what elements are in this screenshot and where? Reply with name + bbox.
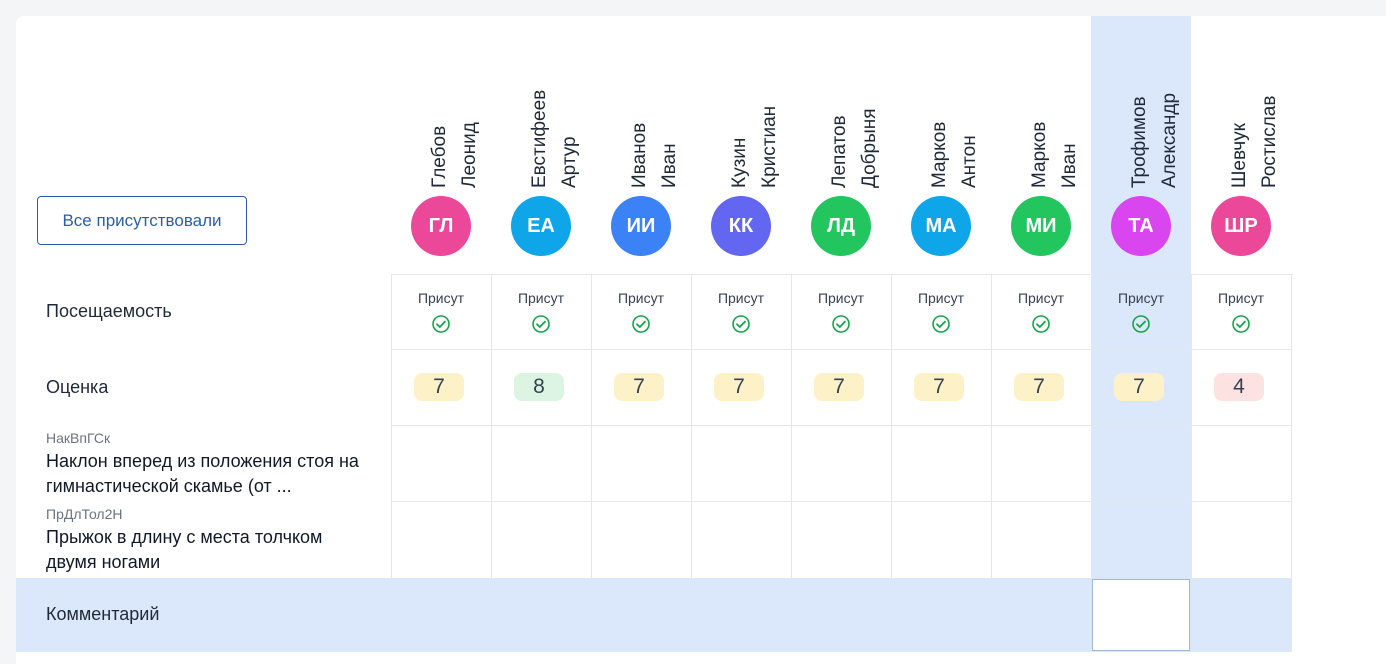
avatar[interactable]: МИ: [1011, 196, 1071, 256]
avatar[interactable]: ИИ: [611, 196, 671, 256]
attendance-status: Присут: [1117, 290, 1165, 306]
check-circle-icon: [1032, 315, 1050, 333]
student-name: Марков Иван: [991, 78, 1091, 188]
attendance-status: Присут: [917, 290, 965, 306]
student-last-name: Кузин: [729, 137, 750, 188]
comment-row: [16, 578, 1292, 652]
attendance-cell[interactable]: Присут: [891, 290, 991, 334]
avatar[interactable]: МА: [911, 196, 971, 256]
check-circle-icon: [932, 315, 950, 333]
grid-divider: [891, 274, 892, 578]
all-present-button[interactable]: Все присутствовали: [37, 196, 247, 245]
student-first-name: Иван: [1059, 143, 1080, 188]
student-name: Марков Антон: [891, 78, 991, 188]
student-name: Евстифеев Артур: [491, 78, 591, 188]
student-first-name: Кристиан: [759, 105, 780, 188]
check-circle-icon: [532, 315, 550, 333]
attendance-status: Присут: [517, 290, 565, 306]
attendance-status: Присут: [1017, 290, 1065, 306]
student-name: Трофимов Александр: [1091, 78, 1191, 188]
attendance-cell[interactable]: Присут: [591, 290, 691, 334]
grade-badge[interactable]: 4: [1214, 373, 1264, 401]
grid-divider: [991, 274, 992, 578]
check-circle-icon: [1132, 315, 1150, 333]
comment-row-label: Комментарий: [46, 604, 160, 624]
grid-divider: [391, 274, 1292, 275]
student-last-name: Трофимов: [1129, 96, 1150, 188]
attendance-cell[interactable]: Присут: [791, 290, 891, 334]
attendance-status: Присут: [717, 290, 765, 306]
grid-divider: [1091, 274, 1092, 578]
student-first-name: Артур: [559, 136, 580, 188]
grid-divider: [1191, 274, 1192, 578]
grid-divider: [391, 501, 1292, 502]
student-first-name: Иван: [659, 143, 680, 188]
avatar[interactable]: ШР: [1211, 196, 1271, 256]
grade-badge[interactable]: 7: [914, 373, 964, 401]
check-circle-icon: [632, 315, 650, 333]
grade-badge[interactable]: 7: [814, 373, 864, 401]
attendance-status: Присут: [617, 290, 665, 306]
student-first-name: Леонид: [459, 122, 480, 188]
grade-badge[interactable]: 7: [614, 373, 664, 401]
student-first-name: Антон: [959, 135, 980, 188]
student-first-name: Александр: [1159, 92, 1180, 188]
attendance-row-label: Посещаемость: [46, 301, 172, 321]
grade-badge[interactable]: 7: [714, 373, 764, 401]
grid-divider: [391, 274, 392, 578]
student-last-name: Глебов: [429, 125, 450, 188]
student-name: Кузин Кристиан: [691, 78, 791, 188]
avatar[interactable]: КК: [711, 196, 771, 256]
attendance-cell[interactable]: Присут: [991, 290, 1091, 334]
grade-badge[interactable]: 7: [414, 373, 464, 401]
grid-divider: [591, 274, 592, 578]
grid-divider: [491, 274, 492, 578]
student-last-name: Евстифеев: [529, 89, 550, 188]
student-last-name: Марков: [1029, 121, 1050, 188]
grid-divider: [391, 425, 1292, 426]
grid-divider: [391, 349, 1292, 350]
grade-badge[interactable]: 7: [1014, 373, 1064, 401]
student-last-name: Иванов: [629, 122, 650, 188]
student-name: Иванов Иван: [591, 78, 691, 188]
attendance-cell[interactable]: Присут: [391, 290, 491, 334]
student-name: Глебов Леонид: [391, 78, 491, 188]
avatar[interactable]: ЕА: [511, 196, 571, 256]
avatar[interactable]: ГЛ: [411, 196, 471, 256]
attendance-status: Присут: [1217, 290, 1265, 306]
grade-badge[interactable]: 7: [1114, 373, 1164, 401]
grade-badge[interactable]: 8: [514, 373, 564, 401]
grid-divider: [791, 274, 792, 578]
student-name: Лепатов Добрыня: [791, 78, 891, 188]
check-circle-icon: [732, 315, 750, 333]
task-title: Прыжок в длину с места толчком двумя ног…: [46, 527, 323, 572]
comment-input[interactable]: [1092, 579, 1190, 651]
student-last-name: Лепатов: [829, 115, 850, 188]
student-last-name: Марков: [929, 121, 950, 188]
attendance-cell[interactable]: Присут: [691, 290, 791, 334]
check-circle-icon: [432, 315, 450, 333]
avatar[interactable]: ЛД: [811, 196, 871, 256]
check-circle-icon: [1232, 315, 1250, 333]
student-name: Шевчук Ростислав: [1191, 78, 1291, 188]
student-last-name: Шевчук: [1229, 123, 1250, 188]
student-first-name: Ростислав: [1259, 95, 1280, 188]
task-title: Наклон вперед из положения стоя на гимна…: [46, 451, 359, 496]
attendance-cell[interactable]: Присут: [1091, 290, 1191, 334]
attendance-status: Присут: [417, 290, 465, 306]
student-first-name: Добрыня: [859, 108, 880, 188]
task-code: НакВпГСк: [46, 430, 111, 446]
selected-student-column: [1091, 16, 1191, 578]
attendance-cell[interactable]: Присут: [1191, 290, 1291, 334]
grade-row-label: Оценка: [46, 377, 109, 397]
check-circle-icon: [832, 315, 850, 333]
avatar[interactable]: ТА: [1111, 196, 1171, 256]
attendance-cell[interactable]: Присут: [491, 290, 591, 334]
attendance-status: Присут: [817, 290, 865, 306]
task-code: ПрДлТол2Н: [46, 506, 123, 522]
grid-divider: [1291, 274, 1292, 578]
grid-divider: [691, 274, 692, 578]
